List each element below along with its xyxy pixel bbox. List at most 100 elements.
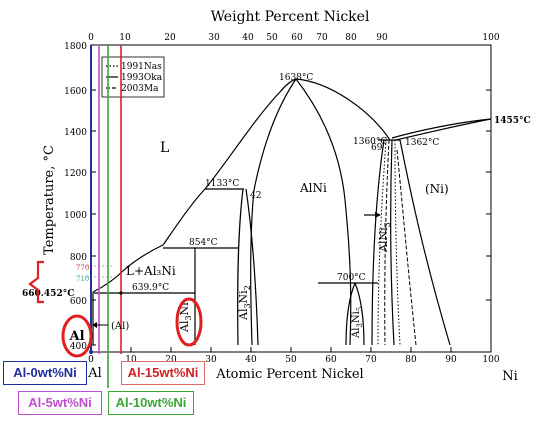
- al3ni5-left: [345, 282, 356, 346]
- liquidus-center: [162, 78, 297, 246]
- y-tick-label: 1200: [64, 169, 87, 179]
- bottom-tick-label: 30: [205, 355, 217, 365]
- y-tick-label: 800: [70, 253, 87, 263]
- phase-label-ni: (Ni): [425, 182, 449, 196]
- al-phase-circle: [61, 314, 93, 358]
- temp-label-1133: 1133°C: [205, 179, 239, 189]
- temp-label-700: 700°C: [337, 273, 366, 283]
- top-tick-label: 100: [482, 33, 499, 43]
- annotation-al-5wt: Al-5wt%Ni: [18, 391, 102, 415]
- x-axis-ticks: [130, 347, 452, 352]
- ni-solvus: [399, 139, 451, 346]
- top-tick-label: 50: [266, 33, 278, 43]
- temp-label-69: 69: [371, 143, 383, 153]
- temp-label-1362: 1362°C: [405, 138, 439, 148]
- phase-label-al3ni5: Al3Ni5: [351, 307, 364, 339]
- alt-dotted-1: [377, 139, 387, 346]
- top-tick-label: 30: [208, 33, 220, 43]
- top-tick-label: 10: [119, 33, 131, 43]
- legend: 1991Nas 1993Oka 2003Ma: [101, 56, 165, 98]
- temp-label-639: 639.9°C: [132, 283, 169, 293]
- alt-dotted-2: [394, 139, 401, 346]
- temp-label-770: 770: [76, 264, 89, 272]
- bottom-axis-title: Atomic Percent Nickel: [215, 367, 363, 382]
- top-tick-labels: 0 10 20 30 40 50 60 70 80 90 100: [88, 33, 500, 43]
- alt-dashed-1: [384, 139, 390, 346]
- bottom-tick-label: 20: [165, 355, 177, 365]
- liquidus-left: [92, 244, 164, 293]
- svg-text:Al3Ni5: Al3Ni5: [351, 307, 364, 339]
- alternative-boundaries: [377, 139, 417, 346]
- bottom-tick-label: 70: [365, 355, 377, 365]
- al-phase-label: Al: [68, 329, 84, 344]
- annotation-al-10wt: Al-10wt%Ni: [108, 391, 194, 415]
- legend-label: 2003Ma: [121, 84, 159, 94]
- al3ni-circle: [175, 297, 203, 347]
- alni3-arrow-head: [375, 212, 381, 218]
- bottom-tick-label: 90: [445, 355, 457, 365]
- al-arrow-label: (Al): [111, 321, 129, 332]
- bottom-tick-label: 60: [325, 355, 337, 365]
- right-element-label: Ni: [502, 369, 518, 384]
- liquidus-ni: [391, 118, 492, 139]
- phase-label-alni3: AlNi3: [377, 222, 392, 253]
- alt-dashed-2: [396, 149, 417, 346]
- y-tick-label: 600: [70, 297, 87, 307]
- phase-boundaries: [92, 78, 492, 346]
- top-tick-label: 60: [291, 33, 303, 43]
- alni3-right: [390, 139, 395, 346]
- bottom-tick-label: 10: [125, 355, 137, 365]
- left-element-label: Al: [87, 366, 102, 381]
- temp-label-660: 660.452°C: [22, 289, 74, 299]
- top-tick-label: 20: [164, 33, 176, 43]
- y-tick-labels: 1800 1600 1400 1200 1000 800 600 400: [64, 42, 87, 352]
- phase-label-al3ni2: Al3Ni2: [237, 285, 252, 321]
- alni-left-boundary: [250, 78, 297, 346]
- temp-label-1455: 1455°C: [494, 116, 531, 126]
- top-tick-label: 40: [242, 33, 254, 43]
- solidus-ni: [395, 118, 492, 141]
- y-axis-title: Temperature, °C: [42, 145, 57, 255]
- al-arrow-head: [92, 322, 97, 328]
- bottom-tick-label: 100: [482, 355, 499, 365]
- temp-label-1360: 1360°C: [353, 137, 387, 147]
- svg-text:AlNi3: AlNi3: [377, 222, 392, 253]
- top-tick-label: 70: [316, 33, 328, 43]
- y-tick-label: 1400: [64, 128, 87, 138]
- bottom-tick-label: 50: [285, 355, 297, 365]
- svg-text:Al3Ni2: Al3Ni2: [237, 285, 252, 321]
- legend-label: 1991Nas: [121, 62, 162, 72]
- legend-label: 1993Oka: [121, 73, 163, 83]
- top-tick-label: 0: [88, 33, 94, 43]
- alni-right-boundary: [295, 78, 352, 346]
- bottom-tick-label: 40: [245, 355, 257, 365]
- al3ni5-right: [354, 282, 365, 346]
- annotation-al-0wt: Al-0wt%Ni: [3, 361, 87, 385]
- bottom-tick-labels: 0 10 20 30 40 50 60 70 80 90 100: [88, 355, 500, 365]
- liquidus-right-down: [295, 78, 391, 141]
- y-tick-label: 1600: [64, 87, 87, 97]
- bottom-tick-label: 80: [405, 355, 417, 365]
- temperature-labels: 1638°C 1455°C 1360°C 1362°C 69 1133°C 42…: [22, 73, 531, 299]
- origin-dot: [89, 350, 93, 354]
- temp-label-1638: 1638°C: [279, 73, 313, 83]
- alni3-left: [371, 139, 385, 346]
- top-tick-label: 90: [376, 33, 388, 43]
- phase-label-l-al3ni: L+Al₃Ni: [126, 264, 176, 278]
- eutectic-dot: [119, 291, 123, 295]
- temp-label-710: 710: [76, 275, 89, 283]
- y-tick-label: 1800: [64, 42, 87, 52]
- annotation-al-15wt: Al-15wt%Ni: [121, 361, 205, 385]
- phase-label-liquid: L: [160, 140, 169, 156]
- temperature-bracket: [28, 260, 44, 304]
- y-tick-label: 400: [70, 342, 87, 352]
- top-tick-label: 80: [345, 33, 357, 43]
- top-axis-title: Weight Percent Nickel: [211, 9, 370, 25]
- temp-label-42: 42: [250, 191, 261, 201]
- y-tick-label: 1000: [64, 211, 87, 221]
- temp-label-854: 854°C: [189, 238, 218, 248]
- al3ni2-left: [237, 188, 244, 346]
- bottom-tick-label: 0: [88, 355, 94, 365]
